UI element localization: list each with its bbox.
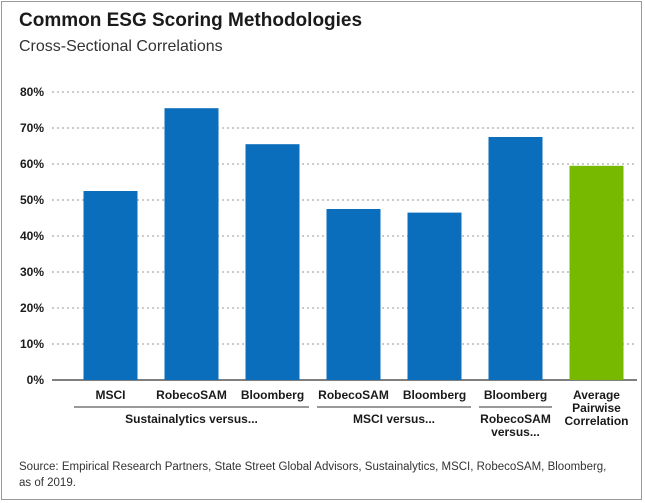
y-tick-label: 0% — [27, 373, 45, 387]
x-category-label: RobecoSAM — [156, 388, 227, 402]
bar — [164, 108, 219, 380]
chart-subtitle: Cross-Sectional Correlations — [19, 38, 223, 55]
bar — [83, 191, 138, 380]
bar — [407, 212, 462, 380]
x-category-label: Bloomberg — [484, 388, 547, 402]
y-tick-label: 70% — [20, 121, 44, 135]
chart-title: Common ESG Scoring Methodologies — [19, 10, 363, 31]
y-tick-label: 80% — [20, 85, 44, 99]
group-label: MSCI versus... — [353, 412, 435, 426]
y-tick-label: 40% — [20, 229, 44, 243]
x-category-label: Average Pairwise Correlation — [564, 388, 628, 428]
bar — [488, 137, 543, 380]
source-note: Source: Empirical Research Partners, Sta… — [19, 461, 607, 489]
y-tick-label: 30% — [20, 265, 44, 279]
group-label: Sustainalytics versus... — [125, 412, 258, 426]
bar — [569, 165, 624, 380]
y-tick-label: 20% — [20, 301, 44, 315]
y-tick-label: 60% — [20, 157, 44, 171]
y-tick-label: 50% — [20, 193, 44, 207]
y-tick-label: 10% — [20, 337, 44, 351]
x-category-label: MSCI — [96, 388, 126, 402]
bar — [326, 209, 381, 380]
x-category-label: Bloomberg — [241, 388, 304, 402]
group-label: RobecoSAM versus... — [480, 412, 551, 439]
x-category-label: RobecoSAM — [318, 388, 389, 402]
x-category-label: Bloomberg — [403, 388, 466, 402]
bar — [245, 144, 300, 380]
